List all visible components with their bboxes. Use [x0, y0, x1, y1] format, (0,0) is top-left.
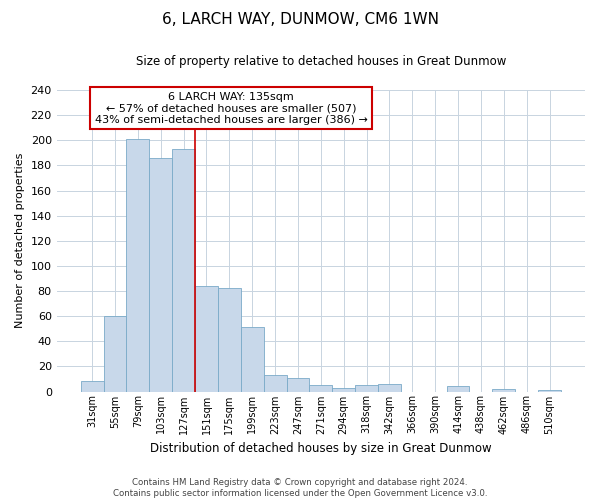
- Bar: [355, 385, 378, 392]
- X-axis label: Distribution of detached houses by size in Great Dunmow: Distribution of detached houses by size …: [150, 442, 491, 455]
- Text: 6 LARCH WAY: 135sqm
← 57% of detached houses are smaller (507)
43% of semi-detac: 6 LARCH WAY: 135sqm ← 57% of detached ho…: [95, 92, 367, 124]
- Bar: [172, 149, 195, 392]
- Bar: [149, 158, 172, 392]
- Bar: [287, 378, 310, 392]
- Bar: [104, 316, 127, 392]
- Bar: [218, 288, 241, 392]
- Bar: [241, 328, 263, 392]
- Bar: [263, 375, 287, 392]
- Y-axis label: Number of detached properties: Number of detached properties: [15, 153, 25, 328]
- Bar: [493, 389, 515, 392]
- Bar: [446, 386, 469, 392]
- Title: Size of property relative to detached houses in Great Dunmow: Size of property relative to detached ho…: [136, 55, 506, 68]
- Bar: [538, 390, 561, 392]
- Bar: [378, 384, 401, 392]
- Bar: [80, 382, 104, 392]
- Text: 6, LARCH WAY, DUNMOW, CM6 1WN: 6, LARCH WAY, DUNMOW, CM6 1WN: [161, 12, 439, 28]
- Bar: [310, 385, 332, 392]
- Text: Contains HM Land Registry data © Crown copyright and database right 2024.
Contai: Contains HM Land Registry data © Crown c…: [113, 478, 487, 498]
- Bar: [127, 139, 149, 392]
- Bar: [332, 388, 355, 392]
- Bar: [195, 286, 218, 392]
